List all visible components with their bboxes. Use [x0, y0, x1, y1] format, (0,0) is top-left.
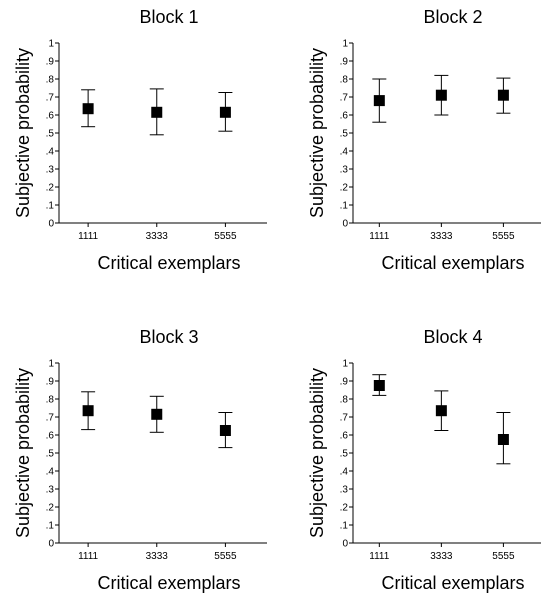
- y-tick-label: .2: [340, 183, 349, 194]
- y-tick-label: .8: [340, 395, 349, 406]
- y-tick-label: .8: [340, 75, 349, 86]
- chart-title: Block 4: [423, 327, 482, 347]
- x-axis-label: Critical exemplars: [381, 573, 524, 593]
- y-tick-label: .4: [340, 147, 349, 158]
- data-point: [497, 89, 509, 101]
- y-tick-label: .1: [340, 521, 349, 532]
- y-tick-label: .6: [46, 431, 55, 442]
- x-tick-label: 5555: [492, 551, 515, 562]
- y-tick-label: .2: [340, 503, 349, 514]
- y-tick-label: .7: [340, 93, 349, 104]
- data-point: [373, 380, 385, 391]
- chart-title: Block 1: [139, 7, 198, 27]
- y-tick-label: .9: [46, 377, 55, 388]
- chart-title: Block 3: [139, 327, 198, 347]
- y-tick-label: 1: [48, 39, 54, 50]
- y-tick-label: .2: [46, 503, 55, 514]
- y-tick-label: .2: [46, 183, 55, 194]
- y-tick-label: .3: [340, 485, 349, 496]
- y-tick-label: .1: [340, 201, 349, 212]
- data-point: [219, 425, 231, 436]
- y-tick-label: 0: [48, 539, 54, 550]
- data-point: [82, 405, 94, 417]
- y-tick-label: 1: [48, 359, 54, 370]
- x-tick-label: 3333: [430, 551, 453, 562]
- y-tick-label: .6: [46, 111, 55, 122]
- y-axis-label: Subjective probability: [307, 368, 327, 538]
- data-point: [219, 106, 231, 118]
- y-axis-label: Subjective probability: [13, 48, 33, 218]
- y-tick-label: .8: [46, 395, 55, 406]
- y-tick-label: 1: [342, 359, 348, 370]
- x-axis-label: Critical exemplars: [97, 253, 240, 273]
- data-point: [151, 408, 163, 420]
- y-tick-label: .4: [340, 467, 349, 478]
- y-tick-label: .7: [46, 413, 55, 424]
- y-axis-label: Subjective probability: [13, 368, 33, 538]
- y-tick-label: 0: [342, 539, 348, 550]
- x-tick-label: 1111: [369, 231, 389, 242]
- y-tick-label: .5: [340, 449, 349, 460]
- y-tick-label: .4: [46, 467, 55, 478]
- y-tick-label: .3: [340, 165, 349, 176]
- x-tick-label: 5555: [214, 231, 237, 242]
- y-tick-label: .9: [46, 57, 55, 68]
- chart-title: Block 2: [423, 7, 482, 27]
- x-axis-label: Critical exemplars: [97, 573, 240, 593]
- data-point: [373, 95, 385, 107]
- y-tick-label: .1: [46, 521, 55, 532]
- y-tick-label: .5: [46, 129, 55, 140]
- x-tick-label: 3333: [430, 231, 453, 242]
- y-tick-label: .5: [46, 449, 55, 460]
- y-tick-label: .6: [340, 431, 349, 442]
- y-tick-label: .5: [340, 129, 349, 140]
- x-tick-label: 1111: [78, 231, 98, 242]
- x-tick-label: 5555: [492, 231, 515, 242]
- x-tick-label: 1111: [78, 551, 98, 562]
- y-tick-label: .7: [340, 413, 349, 424]
- y-tick-label: .4: [46, 147, 55, 158]
- x-tick-label: 3333: [146, 551, 169, 562]
- y-tick-label: 0: [48, 219, 54, 230]
- y-tick-label: 0: [342, 219, 348, 230]
- data-point: [435, 405, 447, 417]
- y-tick-label: .9: [340, 57, 349, 68]
- y-tick-label: .9: [340, 377, 349, 388]
- x-tick-label: 1111: [369, 551, 389, 562]
- data-point: [497, 434, 509, 445]
- x-axis-label: Critical exemplars: [381, 253, 524, 273]
- y-tick-label: .3: [46, 165, 55, 176]
- data-point: [435, 89, 447, 101]
- y-axis-label: Subjective probability: [307, 48, 327, 218]
- y-tick-label: .6: [340, 111, 349, 122]
- y-tick-label: .1: [46, 201, 55, 212]
- y-tick-label: .7: [46, 93, 55, 104]
- y-tick-label: .8: [46, 75, 55, 86]
- data-point: [151, 106, 163, 118]
- data-point: [82, 103, 94, 115]
- x-tick-label: 5555: [214, 551, 237, 562]
- y-tick-label: .3: [46, 485, 55, 496]
- x-tick-label: 3333: [146, 231, 169, 242]
- y-tick-label: 1: [342, 39, 348, 50]
